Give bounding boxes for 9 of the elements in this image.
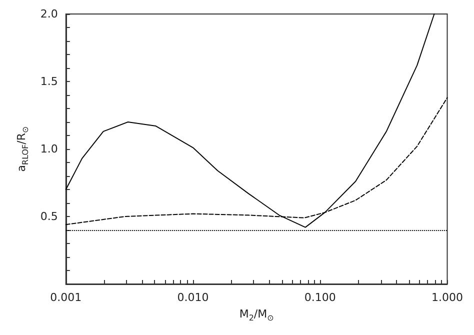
y-tick-label: 1.0 [40, 142, 58, 156]
x-tick-label: 0.100 [304, 291, 336, 304]
y-tick-label: 2.0 [40, 8, 58, 20]
x-tick-label: 0.010 [177, 291, 209, 304]
x-tick-label: 0.001 [50, 291, 82, 304]
y-tick-label: 0.5 [40, 210, 58, 223]
x-tick-label: 1.000 [432, 291, 464, 304]
y-axis-title: aRLOF/R⊙ [15, 126, 30, 172]
y-tick-label: 1.5 [40, 75, 58, 88]
